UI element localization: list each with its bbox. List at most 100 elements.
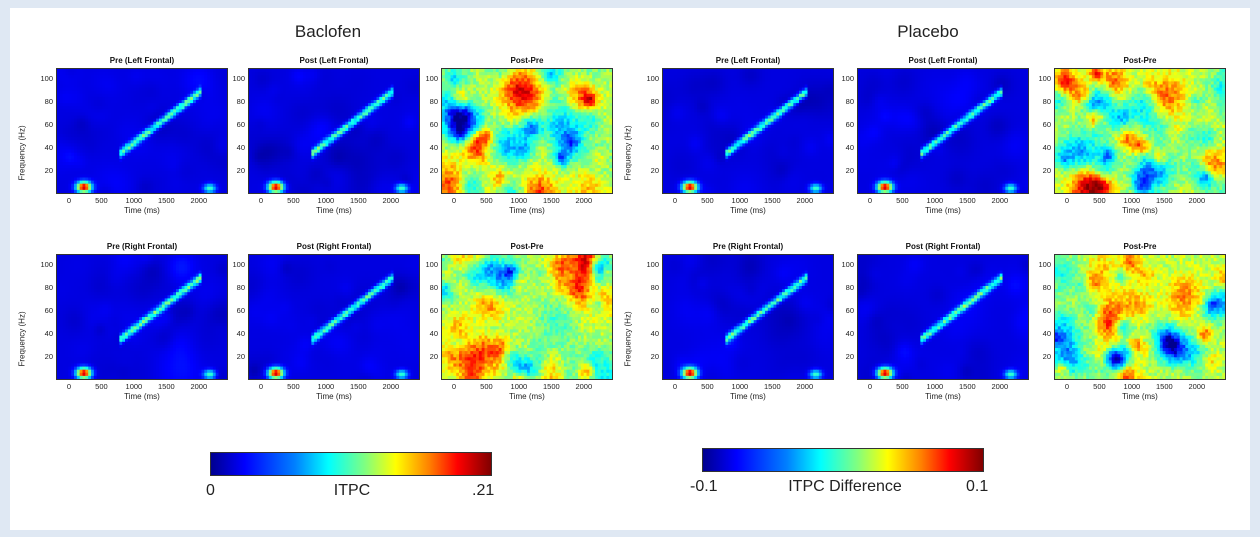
heatmap-cell <box>365 171 369 175</box>
heatmap-cell <box>348 109 352 113</box>
heatmap-cell <box>254 72 259 76</box>
heatmap-cell <box>413 189 417 193</box>
heatmap-cell <box>308 143 312 148</box>
heatmap-cell <box>218 69 222 73</box>
heatmap-cell <box>85 165 89 169</box>
heatmap-cell <box>93 171 98 175</box>
heatmap-cell <box>319 165 324 169</box>
heatmap-cell <box>325 106 329 110</box>
heatmap-cell <box>345 174 349 179</box>
heatmap-cell <box>91 90 95 95</box>
heatmap-cell <box>362 118 366 123</box>
heatmap-cell <box>351 158 355 163</box>
heatmap-cell <box>190 87 194 92</box>
heatmap-cell <box>201 109 205 113</box>
heatmap-cell <box>127 158 132 163</box>
heatmap-cell <box>277 180 281 185</box>
heatmap-cell <box>93 100 98 104</box>
heatmap-cell <box>190 177 194 182</box>
heatmap-cell <box>85 162 89 166</box>
heatmap-cell <box>71 121 75 126</box>
heatmap-cell <box>207 87 211 92</box>
heatmap-cell <box>159 87 163 92</box>
heatmap-cell <box>263 124 267 129</box>
heatmap-cell <box>370 69 375 73</box>
heatmap-cell <box>74 165 78 169</box>
heatmap-cell <box>167 127 171 132</box>
heatmap-cell <box>122 137 126 141</box>
heatmap-cell <box>345 75 349 79</box>
heatmap-cell <box>68 177 72 182</box>
heatmap-cell <box>144 69 149 73</box>
heatmap-cell <box>176 137 180 141</box>
heatmap-cell <box>82 189 86 193</box>
heatmap-cell <box>308 69 312 73</box>
heatmap-cell <box>280 106 284 110</box>
heatmap-cell <box>57 134 61 138</box>
heatmap-cell <box>396 189 400 193</box>
heatmap-cell <box>82 103 86 107</box>
heatmap-cell <box>402 162 406 166</box>
heatmap-cell <box>82 171 86 175</box>
heatmap-cell <box>552 72 556 76</box>
heatmap-cell <box>268 106 273 110</box>
heatmap-cell <box>201 140 205 144</box>
heatmap-cell <box>71 165 75 169</box>
heatmap-cell <box>283 75 287 79</box>
heatmap-cell <box>546 75 551 79</box>
heatmap-cell <box>266 75 270 79</box>
heatmap-cell <box>373 96 378 101</box>
heatmap-cell <box>311 115 315 120</box>
heatmap-cell <box>153 140 157 144</box>
heatmap-cell <box>68 78 72 82</box>
heatmap-cell <box>302 93 307 98</box>
heatmap-cell <box>396 131 400 135</box>
heatmap-cell <box>187 103 191 107</box>
heatmap-cell <box>178 75 183 79</box>
heatmap-cell <box>549 72 554 76</box>
heatmap-cell <box>62 134 67 138</box>
heatmap-cell <box>351 183 355 188</box>
heatmap-cell <box>110 93 115 98</box>
heatmap-cell <box>88 171 92 175</box>
heatmap-cell <box>387 78 392 82</box>
heatmap-cell <box>195 158 200 163</box>
heatmap-cell <box>76 155 81 160</box>
heatmap-cell <box>311 109 315 113</box>
heatmap-cell <box>569 69 573 73</box>
heatmap-cell <box>356 118 361 123</box>
heatmap-cell <box>254 115 259 120</box>
heatmap-cell <box>370 72 375 76</box>
heatmap-cell <box>93 134 98 138</box>
heatmap-cell <box>139 112 143 117</box>
heatmap-cell <box>110 177 115 182</box>
heatmap-cell <box>161 112 166 117</box>
heatmap-cell <box>167 90 171 95</box>
heatmap-cell <box>210 106 214 110</box>
heatmap-cell <box>393 155 397 160</box>
heatmap-cell <box>102 100 106 104</box>
heatmap-cell <box>218 75 222 79</box>
heatmap-cell <box>305 143 310 148</box>
heatmap-cell <box>88 149 92 154</box>
heatmap-cell <box>410 165 414 169</box>
heatmap-cell <box>125 137 129 141</box>
heatmap-cell <box>294 143 298 148</box>
heatmap-cell <box>416 165 419 169</box>
heatmap-cell <box>150 180 154 185</box>
heatmap-cell <box>359 137 363 141</box>
heatmap-cell <box>319 124 324 129</box>
heatmap-cell <box>266 115 270 120</box>
heatmap-cell <box>314 81 318 86</box>
heatmap-cell <box>325 177 329 182</box>
heatmap-cell <box>387 140 392 144</box>
heatmap-cell <box>96 131 101 135</box>
heatmap-cell <box>370 162 375 166</box>
heatmap-cell <box>356 93 361 98</box>
heatmap-cell <box>376 131 380 135</box>
heatmap-cell <box>176 75 180 79</box>
heatmap-cell <box>187 143 191 148</box>
heatmap-cell <box>251 103 256 107</box>
heatmap-cell <box>195 109 200 113</box>
heatmap-cell <box>399 131 403 135</box>
